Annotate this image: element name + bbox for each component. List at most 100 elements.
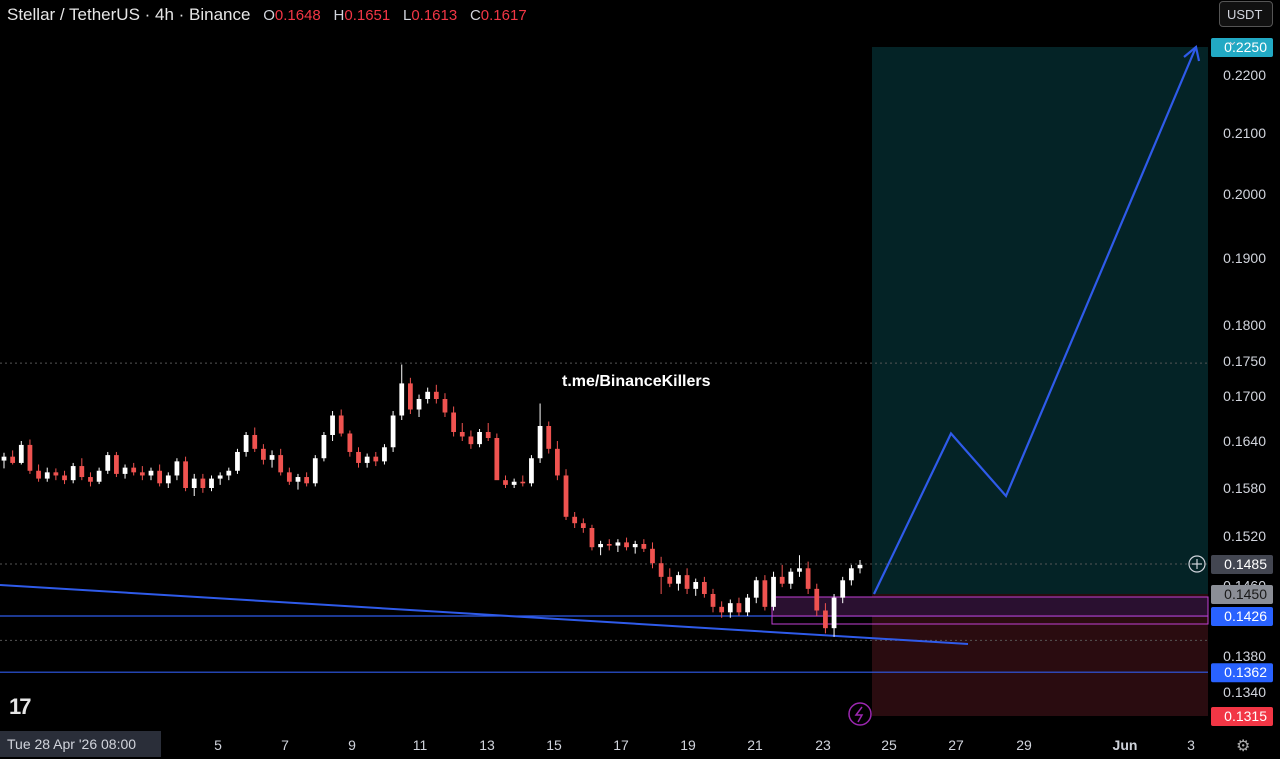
candle-body bbox=[416, 399, 422, 410]
demand-box-lower bbox=[771, 615, 1209, 625]
price-tag-label: 0.1426 bbox=[1224, 608, 1267, 624]
candle-body bbox=[217, 475, 223, 479]
candle-body bbox=[563, 475, 569, 517]
candle-body bbox=[96, 470, 102, 482]
x-tick-label: 9 bbox=[348, 737, 356, 753]
x-tick-label: 5 bbox=[214, 737, 222, 753]
candle-body bbox=[494, 438, 500, 481]
candle-body bbox=[131, 467, 137, 473]
candle-body bbox=[727, 603, 733, 613]
candle-body bbox=[606, 544, 612, 546]
y-tick-label: 0.1900 bbox=[1223, 250, 1266, 266]
candle-body bbox=[330, 415, 335, 435]
y-tick-label: 0.1700 bbox=[1223, 388, 1266, 404]
candle-body bbox=[105, 455, 111, 471]
candle-body bbox=[503, 480, 508, 485]
candle-body bbox=[572, 516, 578, 524]
candle-body bbox=[598, 544, 603, 548]
candle-body bbox=[148, 470, 154, 476]
x-tick-label: 17 bbox=[613, 737, 629, 753]
candle-body bbox=[779, 576, 785, 584]
candle-body bbox=[321, 435, 327, 459]
candle-body bbox=[356, 451, 361, 463]
candle-body bbox=[676, 575, 681, 584]
lightning-bolt bbox=[854, 706, 864, 723]
y-tick-label: 0.1750 bbox=[1223, 353, 1266, 369]
candle-body bbox=[840, 580, 846, 598]
price-tag bbox=[1211, 555, 1273, 574]
candle-body bbox=[650, 548, 655, 564]
close-value: 0.1617 bbox=[480, 7, 527, 24]
candle-body bbox=[589, 528, 595, 548]
y-tick-label: 0.1580 bbox=[1223, 480, 1266, 496]
x-tick-label: 7 bbox=[281, 737, 289, 753]
currency-selector-button[interactable]: USDT ⌄ bbox=[1219, 1, 1273, 48]
x-tick-label: 21 bbox=[747, 737, 763, 753]
candle-body bbox=[226, 470, 232, 476]
y-tick-label: 0.1520 bbox=[1223, 528, 1266, 544]
tradingview-logo-icon: 17 bbox=[9, 694, 32, 719]
high-value: 0.1651 bbox=[344, 7, 391, 24]
candle-body bbox=[529, 458, 534, 484]
candle-body bbox=[710, 594, 716, 607]
candle-body bbox=[62, 475, 67, 481]
candle-body bbox=[261, 448, 266, 460]
candle-body bbox=[278, 455, 284, 473]
candle-body bbox=[209, 478, 214, 488]
candle-body bbox=[243, 435, 249, 452]
candle-body bbox=[174, 461, 180, 476]
price-tag-label: 0.1450 bbox=[1224, 586, 1267, 602]
lightning-icon bbox=[848, 702, 872, 726]
candle-body bbox=[269, 455, 275, 460]
candle-body bbox=[797, 568, 802, 572]
candle-body bbox=[442, 399, 448, 413]
candle-body bbox=[364, 456, 370, 463]
candle-body bbox=[805, 568, 811, 589]
candle-body bbox=[373, 456, 379, 462]
open-label: O bbox=[263, 7, 275, 24]
candle-body bbox=[667, 576, 673, 584]
candle-body bbox=[546, 426, 552, 449]
candle-body bbox=[848, 568, 854, 581]
y-tick-label: 0.2000 bbox=[1223, 186, 1266, 202]
candle-body bbox=[70, 466, 76, 481]
y-tick-label: 0.1800 bbox=[1223, 317, 1266, 333]
x-tick-label: 3 bbox=[1187, 737, 1195, 753]
candle-body bbox=[745, 597, 750, 613]
candle-body bbox=[520, 481, 526, 484]
candle-body bbox=[753, 580, 759, 598]
x-tick-label: Jun bbox=[1113, 737, 1138, 753]
candle-body bbox=[408, 383, 413, 410]
candle-body bbox=[719, 606, 725, 613]
y-tick-label: 0.1340 bbox=[1223, 684, 1266, 700]
x-tick-label: 15 bbox=[546, 737, 562, 753]
x-tick-label: 11 bbox=[413, 737, 428, 753]
candle-body bbox=[451, 412, 456, 432]
price-tag-label: 0.1362 bbox=[1224, 664, 1267, 680]
candle-body bbox=[823, 610, 828, 629]
candle-body bbox=[382, 447, 387, 462]
candle-body bbox=[468, 436, 474, 445]
gear-icon[interactable]: ⚙ bbox=[1236, 738, 1251, 755]
candle-body bbox=[477, 432, 482, 445]
candle-body bbox=[338, 415, 344, 434]
candle-body bbox=[771, 576, 776, 607]
candle-body bbox=[831, 597, 837, 629]
open-value: 0.1648 bbox=[274, 7, 321, 24]
y-tick-label: 0.2200 bbox=[1223, 67, 1266, 83]
candle-body bbox=[312, 458, 318, 484]
candle-body bbox=[615, 542, 621, 546]
candle-body bbox=[304, 477, 310, 484]
candle-body bbox=[88, 477, 93, 482]
candle-body bbox=[459, 432, 465, 437]
candle-body bbox=[200, 478, 206, 488]
y-tick-label: 0.1640 bbox=[1223, 433, 1266, 449]
low-label: L bbox=[402, 7, 412, 24]
price-tag bbox=[1211, 607, 1273, 626]
candle-body bbox=[857, 564, 863, 569]
symbol-title: Stellar / TetherUS · 4h · Binance bbox=[7, 5, 251, 24]
high-label: H bbox=[333, 7, 345, 24]
candle-body bbox=[165, 475, 171, 484]
candle-body bbox=[399, 383, 405, 416]
